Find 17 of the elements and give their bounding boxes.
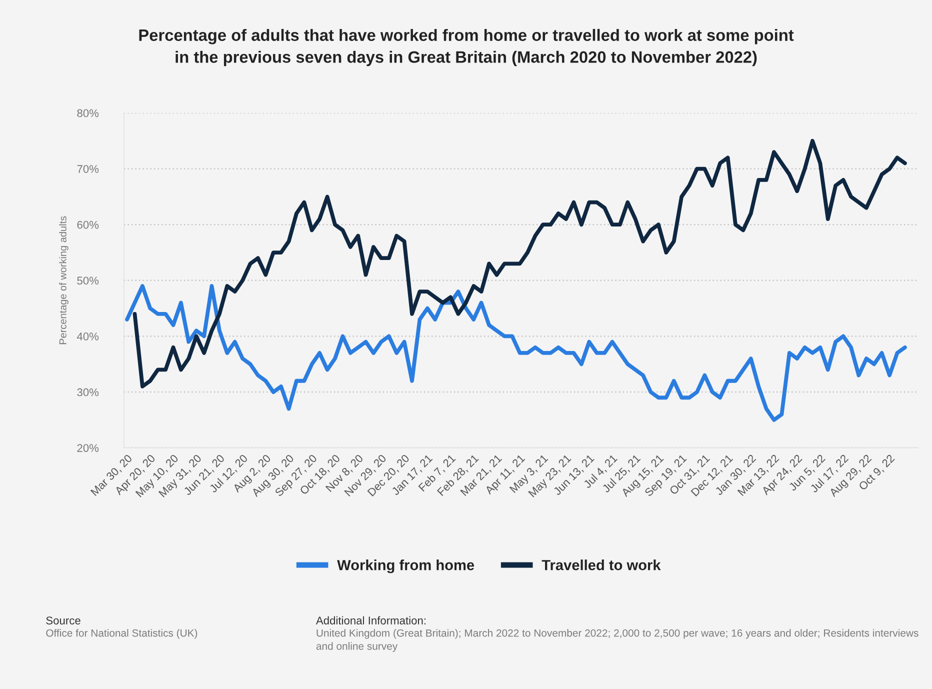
line-series [132,138,907,388]
y-tick-label: 50% [77,276,99,285]
legend-label: Travelled to work [542,560,661,570]
y-tick-label: 70% [77,165,99,173]
y-tick-label: 80% [77,109,99,118]
legend-label: Working from home [337,560,474,574]
line-series [125,284,907,422]
chart-title: Percentage of adults that have worked from home or travelled to work at some point in the previous seven days in Great Britain (March 2020 to November 2022) [139,28,794,66]
text: Additional Information: [316,616,426,624]
text: United Kingdom (Great Britain); March 2022 to November 2022; 2,000 to 2,500 per wave; 16 years and older; Residents interviews and online survey [316,629,918,652]
y-tick-label: 60% [77,220,99,229]
y-axis-title: Percentage of working adults [59,216,68,344]
y-tick-label: 30% [77,388,99,396]
y-tick-label: 40% [76,332,99,340]
text: Office for National Statistics (UK) [46,629,198,639]
text: Source [46,616,80,624]
y-tick-label: 20% [77,444,99,452]
